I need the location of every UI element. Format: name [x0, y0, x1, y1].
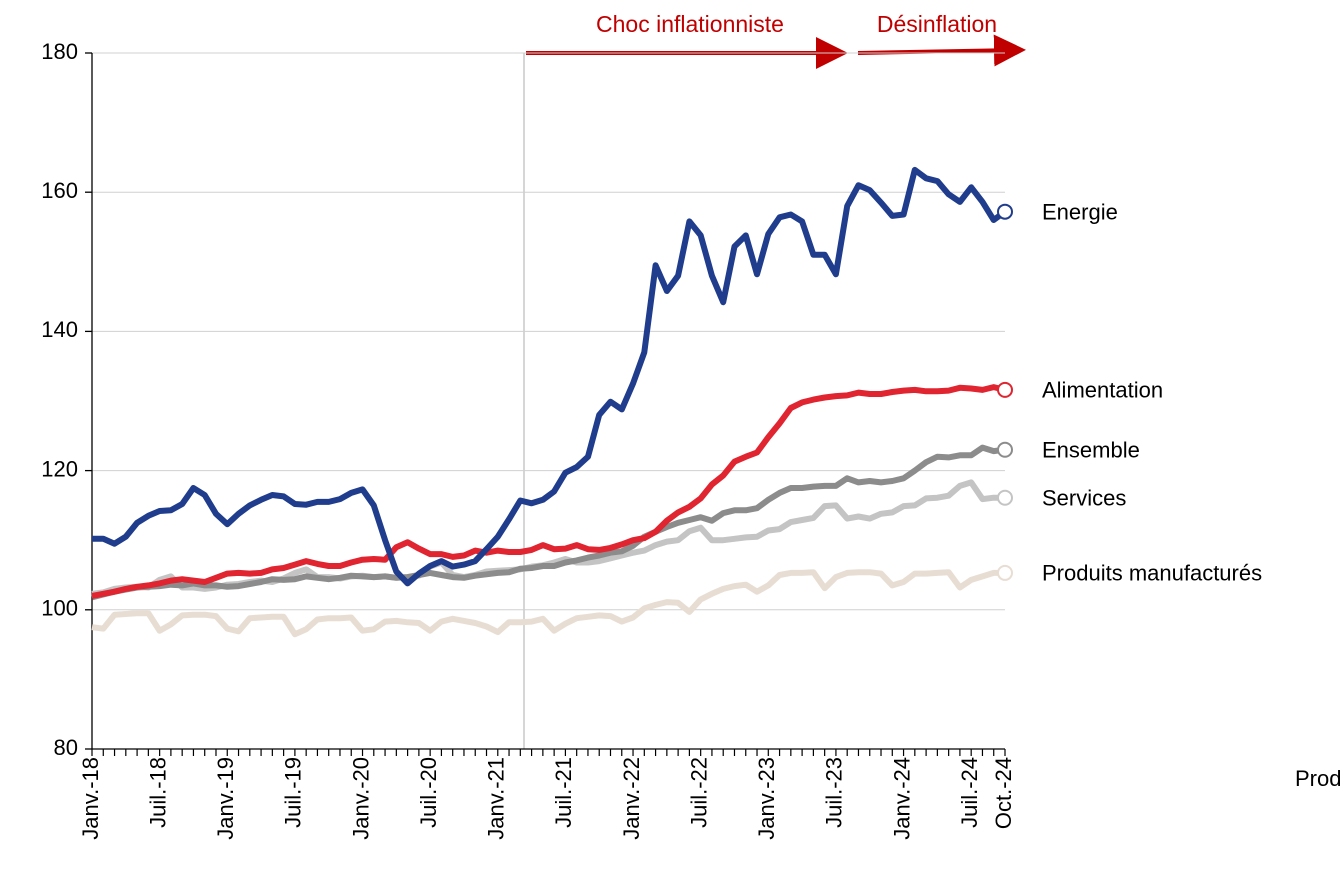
y-tick-label: 120 [41, 456, 78, 481]
y-tick-label: 100 [41, 596, 78, 621]
series-label: Energie [1042, 200, 1118, 225]
series-line [91, 384, 1006, 599]
end-marker [997, 564, 1013, 581]
y-tick-label: 160 [41, 178, 78, 203]
x-tick-label: Janv.-19 [213, 757, 238, 840]
end-marker [997, 203, 1013, 220]
grid [92, 52, 1005, 611]
annotation: Choc inflationniste [596, 11, 784, 37]
x-tick-label: Janv.-22 [619, 757, 644, 840]
y-tick-label: 80 [54, 735, 78, 760]
series-label: Services [1042, 486, 1126, 511]
x-tick-label: Janv.-23 [754, 757, 779, 840]
x-tick-label: Juil.-22 [686, 757, 711, 828]
series-line [92, 166, 1007, 587]
annotation: Désinflation [877, 11, 997, 37]
x-tick-label: Juil.-23 [822, 757, 847, 828]
series-line [91, 444, 1006, 601]
end-marker [997, 489, 1013, 506]
series-label: Ensemble [1042, 438, 1140, 463]
end-marker [997, 441, 1013, 458]
series-line [91, 569, 1005, 638]
series-label: Alimentation [1042, 378, 1163, 403]
end-marker [997, 381, 1013, 398]
x-tick-label: Janv.-24 [889, 757, 914, 840]
x-tick-label: Juil.-24 [957, 757, 982, 828]
x-tick-label: Juil.-18 [145, 757, 170, 828]
series-label: Produits manufacturés [1042, 561, 1262, 586]
y-tick-label: 180 [41, 39, 78, 64]
x-tick-label: Juil.-21 [551, 757, 576, 828]
x-tick-label: Janv.-21 [484, 757, 509, 840]
x-tick-label: Janv.-20 [348, 757, 373, 840]
y-tick-label: 140 [41, 317, 78, 342]
x-tick-label: Oct.-24 [991, 757, 1016, 829]
x-tick-label: Juil.-19 [281, 757, 306, 828]
x-tick-label: Janv.-18 [78, 757, 103, 840]
stray-label: Prod [1295, 766, 1340, 791]
x-tick-label: Juil.-20 [416, 757, 441, 828]
